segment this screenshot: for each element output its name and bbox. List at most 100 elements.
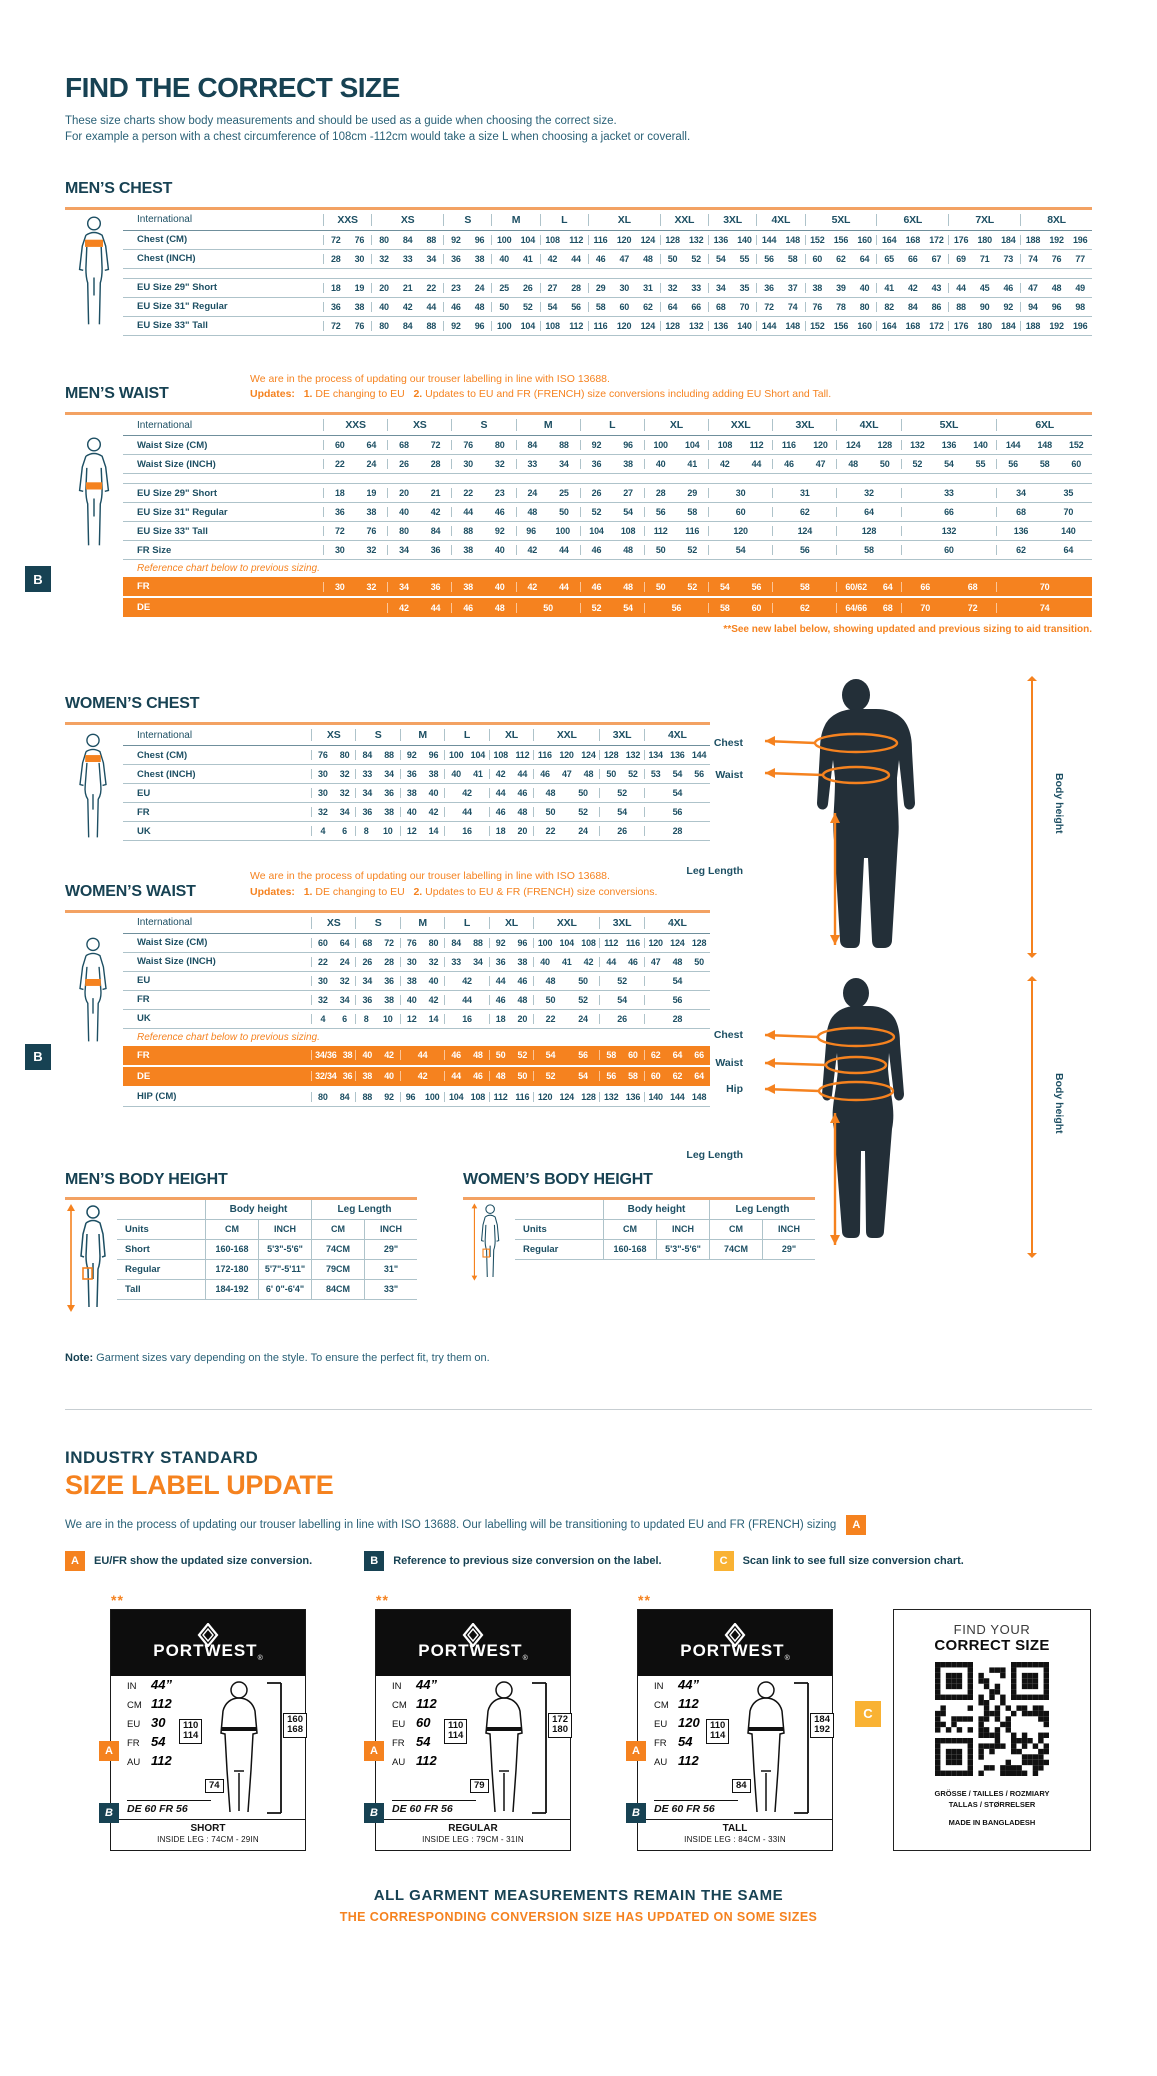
legend-b: B Reference to previous size conversion … [364, 1550, 662, 1571]
label-row: EU 120 [654, 1714, 700, 1730]
row-label: Waist Size (CM) [137, 937, 208, 949]
body-height-arrow [1027, 976, 1037, 1259]
group-leg-length: Leg Length [709, 1199, 815, 1219]
fit-footer: REGULAR INSIDE LEG : 79CM - 31IN [376, 1818, 570, 1849]
stars-marker: ** [111, 1591, 124, 1608]
size-cell: 33 34 [515, 459, 580, 470]
size-column-header: M [515, 419, 580, 432]
size-cell: 34 35 [708, 282, 756, 293]
size-cell: 164 168 172 [876, 320, 948, 331]
size-column-header: XS [371, 213, 443, 226]
size-cell: 26 [599, 1013, 643, 1024]
size-cell: 136 140 [996, 526, 1092, 537]
size-cell: 20 21 [387, 488, 451, 499]
previous-size-line: B DE 60 FR 56 [364, 1799, 476, 1823]
portwest-diamond-icon [197, 1623, 219, 1648]
table-row: International XXS XS S M L XL XXL 3XL 4XL 5XL 6XL 7X… [123, 210, 1092, 231]
size-cell: 92 96 [488, 937, 533, 948]
size-cell: 44 46 [488, 788, 533, 799]
size-column-header: XS [311, 916, 355, 929]
size-column-header: XS [311, 729, 355, 742]
row-label: Chest (CM) [137, 749, 188, 761]
body-height-label: Body height [1053, 1073, 1065, 1134]
size-cell: 70 [996, 581, 1092, 592]
size-cell: 62 [772, 602, 836, 613]
size-cell: 32 [836, 488, 900, 499]
size-cell: 33 34 [444, 956, 488, 967]
size-column-header: 6XL [996, 419, 1092, 432]
size-cell: 72 76 [323, 234, 371, 245]
size-cell: 56 [772, 545, 836, 556]
section-title: WOMEN’S CHEST [65, 695, 200, 713]
table-row: International XS S M L XL XXL 3XL 4XL [123, 725, 710, 747]
size-cell: 42 44 [515, 581, 580, 592]
row-label: UK [137, 825, 151, 837]
size-cell: 74 76 77 [1020, 253, 1092, 264]
table-row: Short 160-168 5'3"-5'6" 74CM 29" [117, 1239, 417, 1260]
brand-name: PORTWEST [418, 1641, 523, 1661]
size-cell: 54 56 [708, 581, 772, 592]
height-measure-box: 172 180 [548, 1712, 572, 1738]
size-cell: 42 44 [539, 253, 588, 264]
size-cell: 72 74 [756, 301, 804, 312]
size-column-header: 4XL [836, 419, 900, 432]
table-row: Waist Size (INCH) 22 24 26 28 30 32 33 34 36 38 40 4… [123, 953, 710, 972]
size-cell: 38 40 [399, 788, 444, 799]
size-column-header: L [444, 729, 488, 742]
size-cell: 128 [836, 526, 900, 537]
row-label: DE [137, 602, 151, 614]
size-cell: 32 33 [659, 282, 708, 293]
size-cell: 128 132 [659, 320, 708, 331]
size-cell: 32 34 [311, 807, 355, 818]
size-column-header: S [355, 729, 399, 742]
height-measure-box: 184 192 [810, 1712, 834, 1738]
size-cell: 96 100 [515, 526, 580, 537]
size-cell: 80 84 [311, 1091, 355, 1102]
size-cell: 112 116 [643, 526, 708, 537]
row-label: FR [137, 581, 150, 593]
size-cell: 44 46 [488, 975, 533, 986]
size-cell: 112 116 [599, 937, 643, 948]
table-row: EU Size 33" Tall 72 76 80 84 88 92 96 100 104 108 1… [123, 317, 1092, 336]
label-row: CM 112 [392, 1695, 437, 1711]
iso-update-note: We are in the process of updating our tr… [250, 869, 657, 901]
size-cell: 56 58 [756, 253, 804, 264]
size-cell: 70 72 [900, 602, 997, 613]
size-cell: 38 40 [355, 1071, 399, 1082]
column-label-header: International [137, 917, 193, 929]
size-cell: 42 44 [387, 602, 451, 613]
previous-size-line: B DE 60 FR 56 [626, 1799, 738, 1823]
footer-statement: ALL GARMENT MEASUREMENTS REMAIN THE SAME… [339, 1886, 818, 1924]
size-cell: 40 42 44 [371, 301, 443, 312]
table-row: FR Size 30 32 34 36 38 40 42 44 46 48 50 52 54 56 58 60 6… [123, 541, 1092, 561]
size-column-header: 4XL [756, 213, 804, 226]
size-cell: 54 [643, 975, 710, 986]
size-cell: 47 48 49 [1020, 282, 1092, 293]
size-cell: 44 [444, 807, 488, 818]
size-cell: 164 168 172 [876, 234, 948, 245]
size-cell: 84 88 [515, 440, 580, 451]
size-cell: 120 124 128 [643, 937, 710, 948]
badge-a: A [65, 1550, 85, 1571]
size-cell: 72 76 [323, 526, 387, 537]
size-cell: 92 96 [399, 750, 444, 761]
size-cell: 69 71 73 [948, 253, 1020, 264]
label-figure: 110 114 172 180 79 [444, 1679, 572, 1817]
size-cell: 108 112 [539, 234, 588, 245]
size-cell: 18 19 [323, 488, 387, 499]
size-cell: 36 38 [323, 507, 387, 518]
table-row: International XXS XS S M L XL XXL 3XL 4XL 5XL 6XL [123, 415, 1092, 437]
size-column-header: 5XL [804, 213, 877, 226]
size-cell: 124 128 [836, 440, 900, 451]
size-cell: 42 [399, 1071, 444, 1082]
size-cell: 18 19 [323, 282, 371, 293]
previous-size-line: B DE 60 FR 56 [99, 1799, 211, 1823]
group-body-height: Body height [205, 1199, 311, 1219]
row-label: FR [137, 994, 150, 1006]
size-cell: 52 [599, 975, 643, 986]
size-cell: 36 38 [399, 769, 444, 780]
size-cell: 52 54 [579, 507, 644, 518]
table-row: EU 30 32 34 36 38 40 42 44 46 48 50 52 54 [123, 784, 710, 804]
size-cell: 58 [836, 545, 900, 556]
